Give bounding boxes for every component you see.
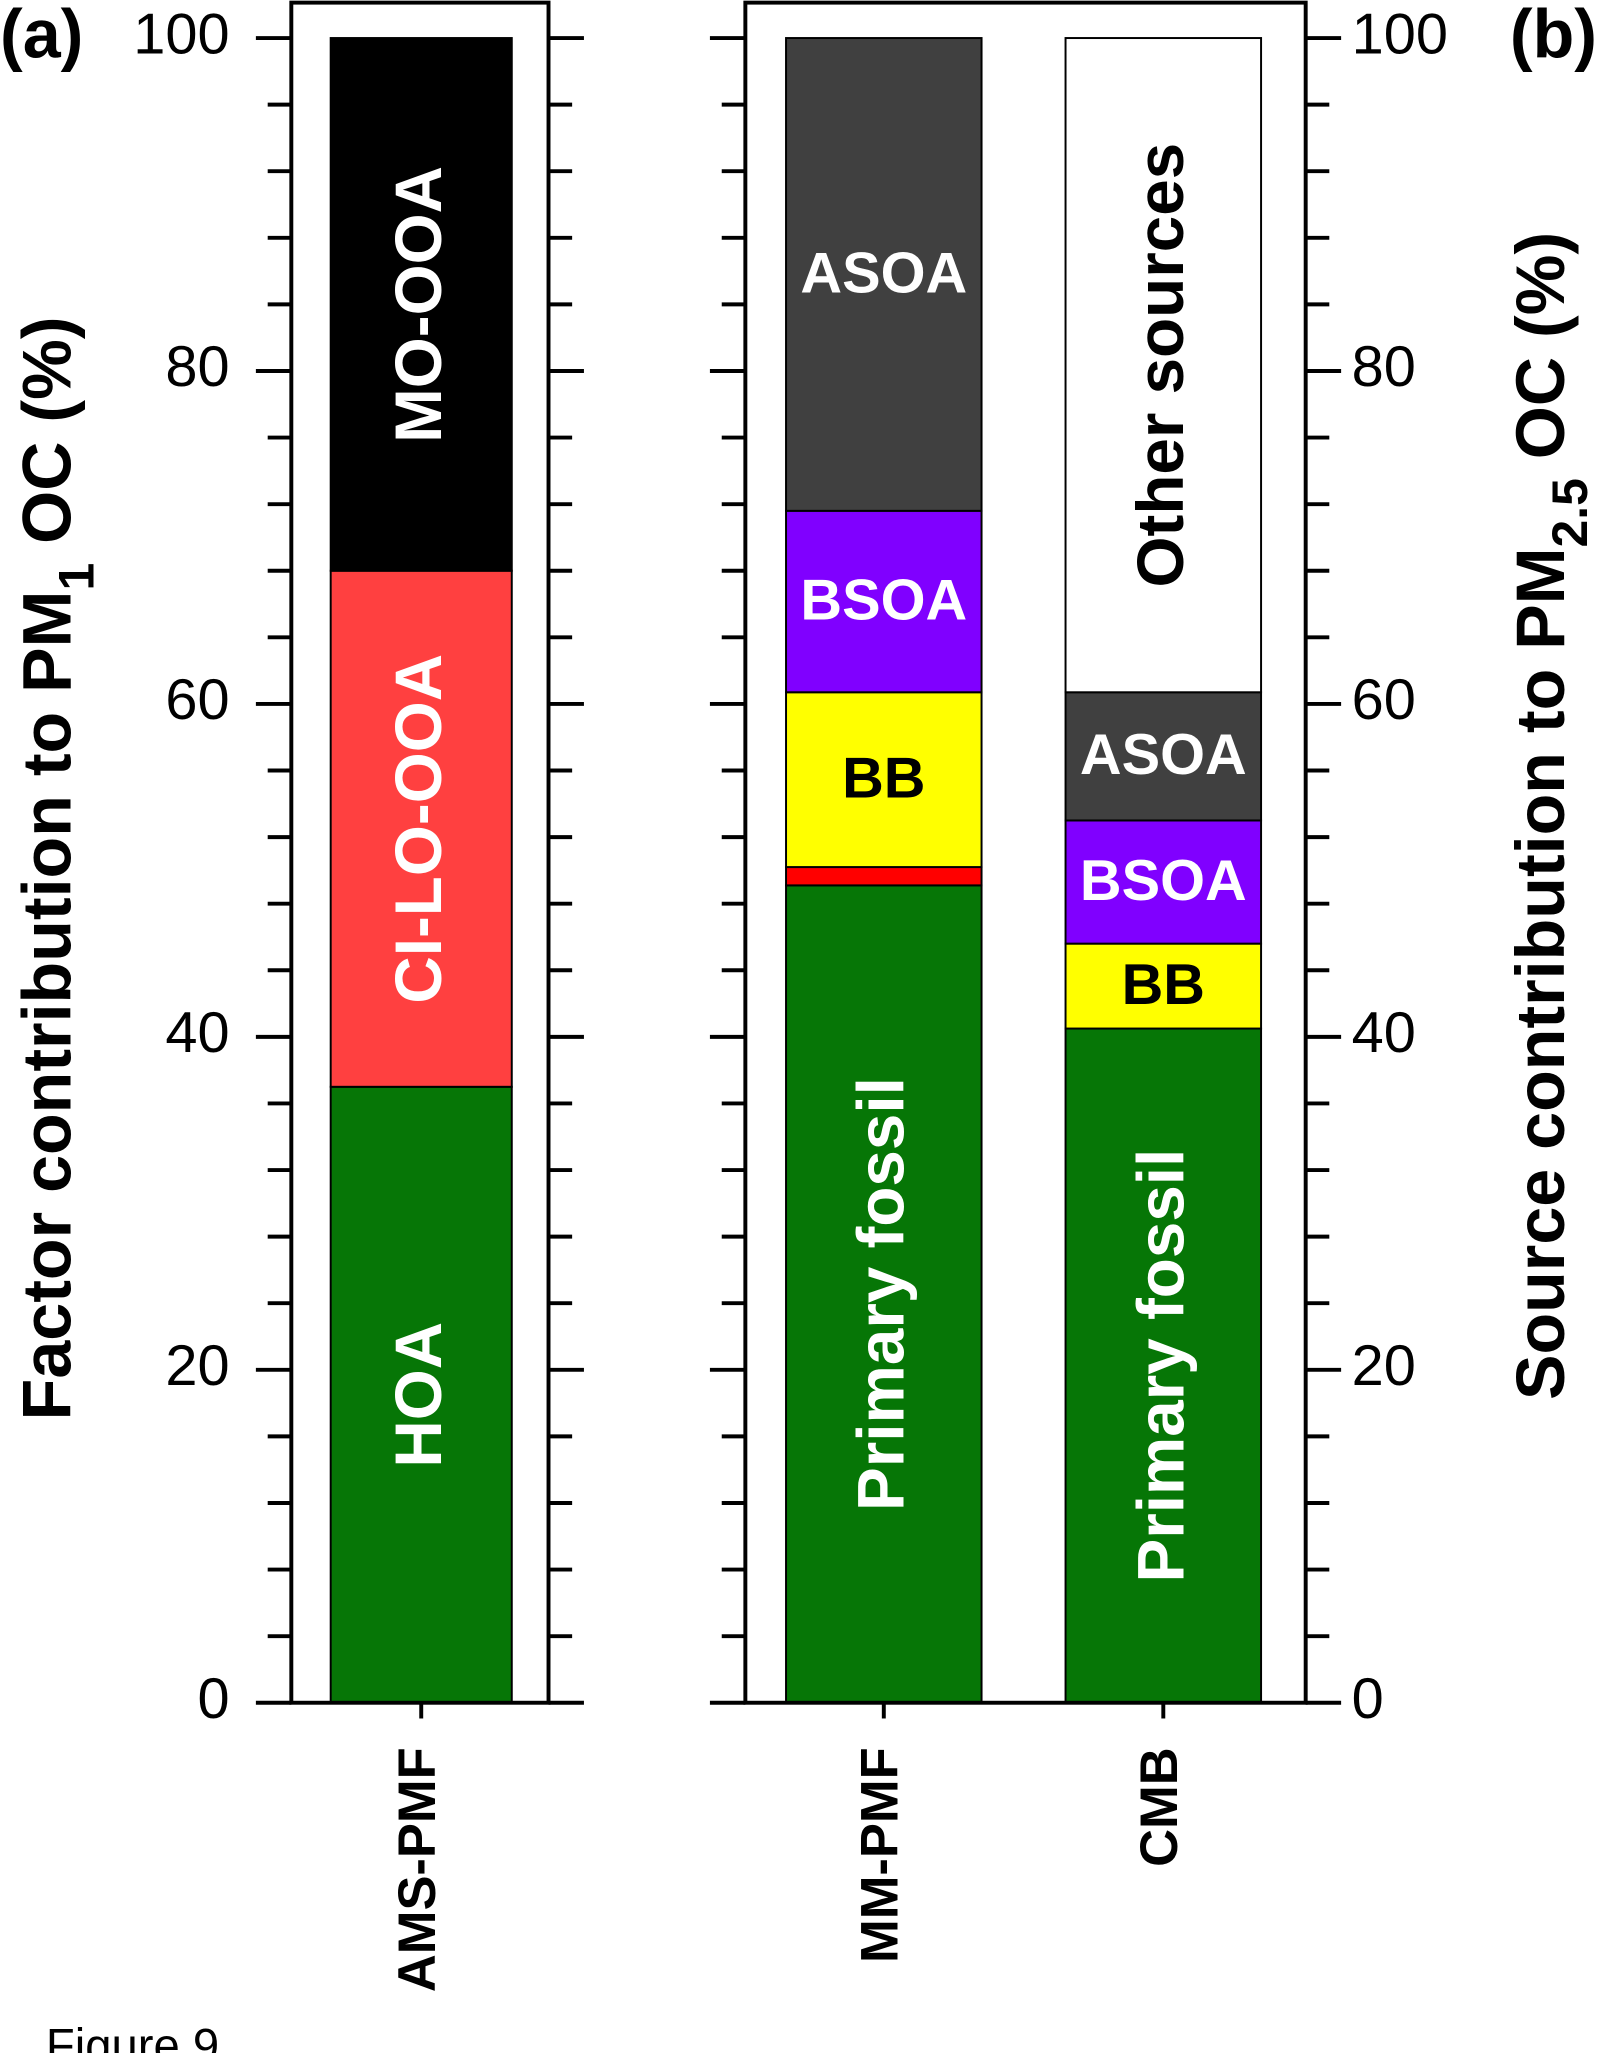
y-axis-title-main: Factor contribution to PM [9,591,85,1421]
y-tick-label: 60 [165,668,229,732]
bar-segment [1064,942,1263,1030]
bar-segment [785,884,983,1704]
segment-label: ASOA [1080,723,1247,787]
segment-label: BSOA [800,568,967,632]
bar-segment [329,37,513,572]
segment-label: BB [1122,953,1205,1017]
segment-label: MO-OOA [382,166,455,443]
bar-segment [1064,819,1263,945]
y-axis-title-suffix: OC (%) [9,317,85,563]
bar-segment [785,866,983,887]
y-axis-title-sub: 1 [49,563,105,591]
y-tick-label: 80 [1352,335,1416,399]
y-tick-label: 20 [1352,1334,1416,1398]
bar-segment [329,569,513,1088]
segment-label: Primary fossil [1124,1149,1197,1583]
y-tick-label: 20 [165,1334,229,1398]
bar-segment [785,691,983,869]
x-tick-label: AMS-PMF [388,1747,447,1992]
segment-label: HOA [382,1322,455,1468]
bar-segment [785,37,983,512]
bar-segment [1064,37,1263,694]
segment-label: BSOA [1080,849,1247,913]
y-axis-title-main: Source contribution to PM [1503,547,1579,1400]
y-tick-label: 40 [1352,1001,1416,1065]
y-axis-title-sub: 2.5 [1542,478,1597,547]
y-tick-label: 0 [198,1667,230,1731]
y-tick-label: 100 [133,2,229,66]
panel-frame [289,0,551,1705]
y-axis-title-suffix: OC (%) [1503,232,1579,478]
y-tick-label: 80 [165,335,229,399]
bar-segment [329,1085,513,1704]
x-tick-label: CMB [1130,1747,1189,1866]
panel-frame [743,0,1308,1705]
segment-label: CI-LO-OOA [382,654,455,1004]
bar-segment [785,509,983,694]
segment-label: Other sources [1124,143,1197,588]
y-tick-label: 60 [1352,668,1416,732]
y-tick-label: 0 [1352,1667,1384,1731]
panel-label: (a) [0,0,83,72]
panel-label: (b) [1510,0,1597,72]
segment-label: BB [842,747,925,811]
caption: Figure 9 [46,2020,219,2053]
y-axis-title: Source contribution to PM2.5 OC (%) [1503,232,1597,1400]
y-axis-title: Factor contribution to PM1 OC (%) [9,317,104,1421]
bar-segment [1064,1027,1263,1704]
segment-label: Primary fossil [845,1077,918,1511]
bar-segment [1064,691,1263,822]
y-tick-label: 100 [1352,2,1448,66]
x-tick-label: MM-PMF [851,1747,910,1963]
y-tick-label: 40 [165,1001,229,1065]
segment-label: ASOA [800,241,967,305]
